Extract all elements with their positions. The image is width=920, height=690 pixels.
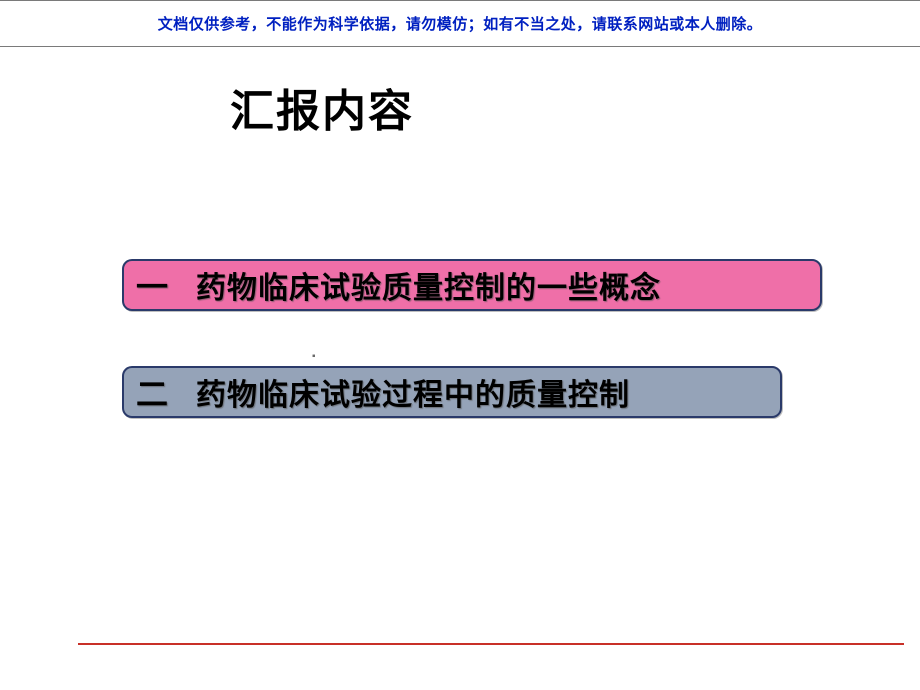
- center-mark-icon: ▪: [312, 351, 316, 362]
- content-item-2-number: 二: [136, 369, 170, 415]
- content-item-2-text: 药物临床试验过程中的质量控制: [196, 370, 630, 414]
- content-items: 一 药物临床试验质量控制的一些概念 二 药物临床试验过程中的质量控制: [0, 259, 920, 418]
- content-item-1: 一 药物临床试验质量控制的一些概念: [122, 259, 822, 311]
- disclaimer-text: 文档仅供参考，不能作为科学依据，请勿模仿；如有不当之处，请联系网站或本人删除。: [158, 16, 763, 33]
- slide-title: 汇报内容: [230, 75, 920, 139]
- content-item-1-number: 一: [136, 262, 170, 308]
- footer-line: [78, 643, 904, 645]
- content-item-2: 二 药物临床试验过程中的质量控制: [122, 366, 782, 418]
- disclaimer-band: 文档仅供参考，不能作为科学依据，请勿模仿；如有不当之处，请联系网站或本人删除。: [0, 0, 920, 47]
- content-item-1-text: 药物临床试验质量控制的一些概念: [196, 263, 661, 307]
